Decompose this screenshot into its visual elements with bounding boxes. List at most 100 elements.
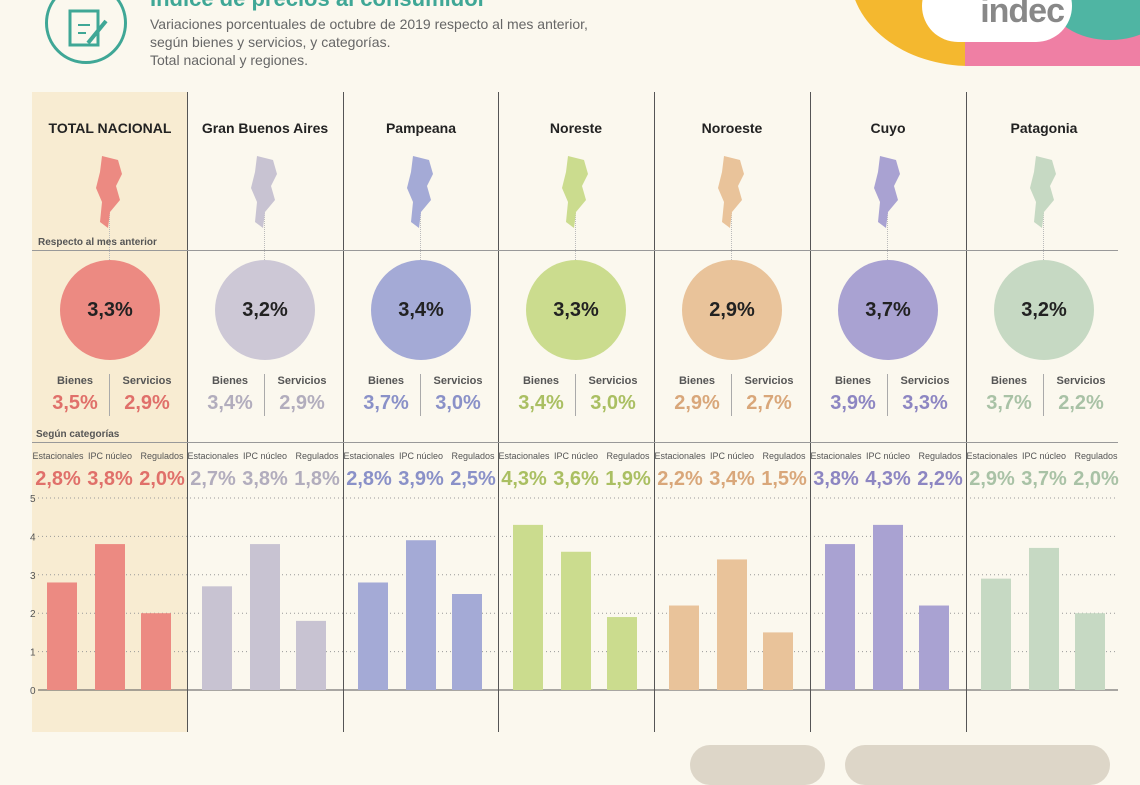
bienes-label: Bienes <box>678 375 716 387</box>
servicios-value: 2,9% <box>279 392 325 414</box>
column-divider <box>187 92 188 732</box>
regulados-value: 2,5% <box>450 468 496 490</box>
region-map-icon <box>702 152 762 232</box>
column-divider <box>654 92 655 732</box>
estacionales-label: Estacionales <box>498 451 550 461</box>
region-name: Cuyo <box>870 120 906 136</box>
bar <box>981 578 1011 690</box>
ipc-nucleo-label: IPC núcleo <box>709 451 755 461</box>
y-tick-label: 1 <box>30 648 36 659</box>
y-tick-label: 3 <box>30 571 36 582</box>
divider <box>1043 374 1044 416</box>
dotted-connector <box>887 200 888 270</box>
region-map-icon <box>546 152 606 232</box>
dotted-connector <box>264 200 265 270</box>
column-divider <box>966 92 967 732</box>
estacionales-label: Estacionales <box>343 451 395 461</box>
regulados-label: Regulados <box>295 451 339 461</box>
segun-categorias-label: Según categorías <box>36 429 120 440</box>
ipc-nucleo-label: IPC núcleo <box>242 451 288 461</box>
bienes-label: Bienes <box>834 375 872 387</box>
regulados-label: Regulados <box>918 451 962 461</box>
total-circle: 3,2% <box>994 260 1094 360</box>
bar <box>717 559 747 690</box>
y-tick-label: 2 <box>30 609 36 620</box>
ipc-nucleo-value: 3,4% <box>709 468 755 490</box>
column-divider <box>343 92 344 732</box>
servicios-label: Servicios <box>433 375 483 387</box>
ipc-nucleo-label: IPC núcleo <box>398 451 444 461</box>
region-map-icon <box>391 152 451 232</box>
region-name: Patagonia <box>1010 120 1078 136</box>
ipc-nucleo-value: 3,7% <box>1021 468 1067 490</box>
footer-pill-right[interactable] <box>845 745 1110 785</box>
ipc-nucleo-value: 3,9% <box>398 468 444 490</box>
bienes-label: Bienes <box>56 375 94 387</box>
region-name: Noroeste <box>701 120 763 136</box>
y-tick-label: 5 <box>30 494 36 505</box>
page-title: Índice de precios al consumidor <box>150 0 486 12</box>
region-map-icon <box>80 152 140 232</box>
region-column: Patagonia 3,2% Bienes Servicios 3,7% 2,2% Esta… <box>966 92 1122 732</box>
estacionales-value: 2,7% <box>190 468 236 490</box>
region-column: Gran Buenos Aires 3,2% Bienes Servicios 3,4%… <box>187 92 343 732</box>
region-name: Noreste <box>549 120 603 136</box>
column-divider <box>810 92 811 732</box>
bar <box>561 551 591 690</box>
bienes-label: Bienes <box>990 375 1028 387</box>
region-column: Cuyo 3,7% Bienes Servicios 3,9% 3,3% Estaciona… <box>810 92 966 732</box>
servicios-label: Servicios <box>900 375 950 387</box>
estacionales-label: Estacionales <box>654 451 706 461</box>
servicios-value: 2,9% <box>124 392 170 414</box>
bar <box>919 605 949 690</box>
ipc-nucleo-label: IPC núcleo <box>87 451 133 461</box>
indec-logo: indec <box>980 0 1065 30</box>
y-tick-label: 0 <box>30 686 36 697</box>
regulados-value: 2,2% <box>917 468 963 490</box>
servicios-value: 2,2% <box>1058 392 1104 414</box>
bienes-label: Bienes <box>522 375 560 387</box>
subtitle-line-1: Variaciones porcentuales de octubre de 2… <box>150 16 588 32</box>
divider <box>731 374 732 416</box>
bienes-value: 3,7% <box>363 392 409 414</box>
total-circle: 3,3% <box>60 260 160 360</box>
dotted-connector <box>575 200 576 270</box>
regulados-label: Regulados <box>762 451 806 461</box>
bar <box>763 632 793 690</box>
total-circle: 3,2% <box>215 260 315 360</box>
ipc-nucleo-label: IPC núcleo <box>865 451 911 461</box>
estacionales-value: 2,2% <box>657 468 703 490</box>
estacionales-label: Estacionales <box>187 451 239 461</box>
region-column: Noroeste 2,9% Bienes Servicios 2,9% 2,7% Estac… <box>654 92 810 732</box>
total-circle: 2,9% <box>682 260 782 360</box>
estacionales-label: Estacionales <box>810 451 862 461</box>
dotted-connector <box>109 200 110 270</box>
ipc-nucleo-value: 3,8% <box>87 468 133 490</box>
ipc-nucleo-label: IPC núcleo <box>553 451 599 461</box>
estacionales-label: Estacionales <box>32 451 84 461</box>
divider <box>264 374 265 416</box>
dotted-connector <box>420 200 421 270</box>
subtitle-line-3: Total nacional y regiones. <box>150 52 308 68</box>
bar <box>1075 613 1105 690</box>
servicios-label: Servicios <box>122 375 172 387</box>
estacionales-label: Estacionales <box>966 451 1018 461</box>
servicios-value: 3,0% <box>590 392 636 414</box>
footer-pill-left[interactable] <box>690 745 825 785</box>
bar <box>47 582 77 690</box>
servicios-value: 3,3% <box>902 392 948 414</box>
regulados-label: Regulados <box>140 451 184 461</box>
servicios-label: Servicios <box>744 375 794 387</box>
corner-decoration <box>850 0 1140 66</box>
total-circle: 3,7% <box>838 260 938 360</box>
divider <box>109 374 110 416</box>
dotted-connector <box>731 200 732 270</box>
bar <box>95 544 125 690</box>
bienes-label: Bienes <box>211 375 249 387</box>
category-bar-chart: 0 1 2 3 4 5 <box>30 494 1118 697</box>
bienes-label: Bienes <box>367 375 405 387</box>
region-map-icon <box>235 152 295 232</box>
y-tick-label: 4 <box>30 532 36 543</box>
total-circle: 3,3% <box>526 260 626 360</box>
bar <box>1029 547 1059 690</box>
